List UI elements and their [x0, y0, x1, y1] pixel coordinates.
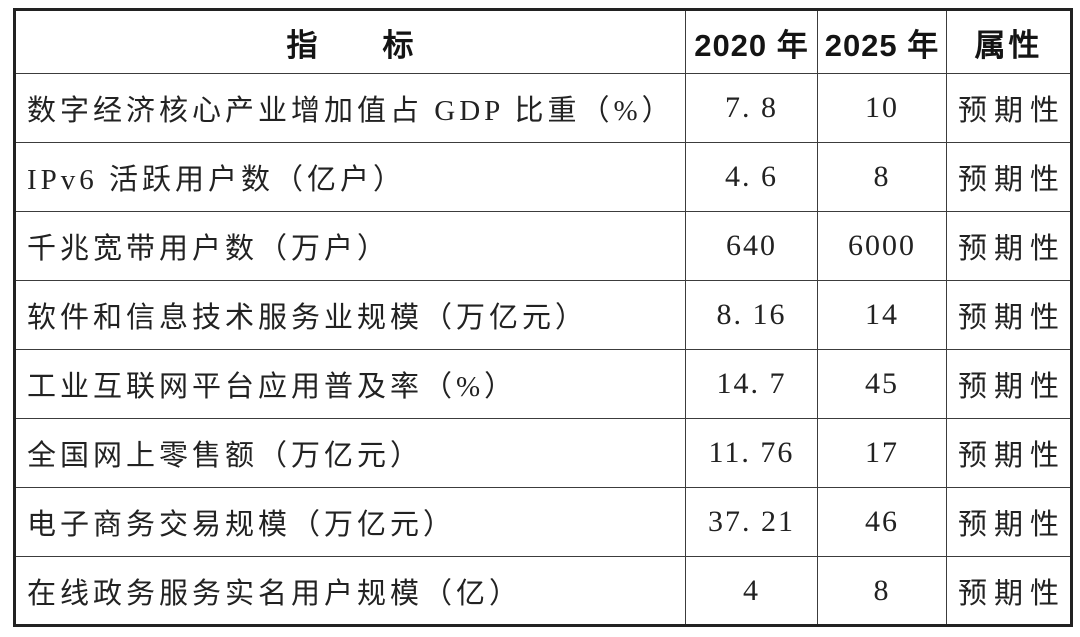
value-2020-cell: 37. 21	[685, 487, 818, 557]
table-row: 千兆宽带用户数（万户） 640 6000 预期性	[14, 211, 1072, 281]
attribute-cell: 预期性	[946, 73, 1072, 143]
table-row: 在线政务服务实名用户规模（亿） 4 8 预期性	[14, 556, 1072, 626]
value-2020-cell: 7. 8	[685, 73, 818, 143]
table-header-row: 指 标 2020 年 2025 年 属性	[14, 9, 1072, 74]
value-2020-cell: 14. 7	[685, 349, 818, 419]
value-2020-cell: 640	[685, 211, 818, 281]
header-attribute: 属性	[946, 9, 1072, 74]
attribute-cell: 预期性	[946, 556, 1072, 626]
indicator-cell: 在线政务服务实名用户规模（亿）	[14, 556, 686, 626]
indicator-cell: 工业互联网平台应用普及率（%）	[14, 349, 686, 419]
attribute-cell: 预期性	[946, 418, 1072, 488]
header-2020: 2020 年	[685, 9, 818, 74]
table-row: 电子商务交易规模（万亿元） 37. 21 46 预期性	[14, 487, 1072, 557]
table-row: 全国网上零售额（万亿元） 11. 76 17 预期性	[14, 418, 1072, 488]
attribute-cell: 预期性	[946, 142, 1072, 212]
indicator-cell: 千兆宽带用户数（万户）	[14, 211, 686, 281]
indicator-cell: IPv6 活跃用户数（亿户）	[14, 142, 686, 212]
value-2025-cell: 8	[817, 556, 947, 626]
table-row: 数字经济核心产业增加值占 GDP 比重（%） 7. 8 10 预期性	[14, 73, 1072, 143]
value-2020-cell: 4	[685, 556, 818, 626]
indicators-table: 指 标 2020 年 2025 年 属性 数字经济核心产业增加值占 GDP 比重…	[13, 8, 1073, 627]
table-row: IPv6 活跃用户数（亿户） 4. 6 8 预期性	[14, 142, 1072, 212]
value-2020-cell: 11. 76	[685, 418, 818, 488]
value-2025-cell: 10	[817, 73, 947, 143]
indicator-cell: 软件和信息技术服务业规模（万亿元）	[14, 280, 686, 350]
attribute-cell: 预期性	[946, 211, 1072, 281]
indicator-cell: 全国网上零售额（万亿元）	[14, 418, 686, 488]
value-2025-cell: 14	[817, 280, 947, 350]
value-2025-cell: 6000	[817, 211, 947, 281]
attribute-cell: 预期性	[946, 349, 1072, 419]
value-2025-cell: 17	[817, 418, 947, 488]
indicator-cell: 数字经济核心产业增加值占 GDP 比重（%）	[14, 73, 686, 143]
indicator-cell: 电子商务交易规模（万亿元）	[14, 487, 686, 557]
value-2025-cell: 8	[817, 142, 947, 212]
attribute-cell: 预期性	[946, 487, 1072, 557]
header-indicator: 指 标	[14, 9, 686, 74]
value-2025-cell: 45	[817, 349, 947, 419]
table-row: 工业互联网平台应用普及率（%） 14. 7 45 预期性	[14, 349, 1072, 419]
value-2025-cell: 46	[817, 487, 947, 557]
value-2020-cell: 4. 6	[685, 142, 818, 212]
table-row: 软件和信息技术服务业规模（万亿元） 8. 16 14 预期性	[14, 280, 1072, 350]
attribute-cell: 预期性	[946, 280, 1072, 350]
value-2020-cell: 8. 16	[685, 280, 818, 350]
header-2025: 2025 年	[817, 9, 947, 74]
